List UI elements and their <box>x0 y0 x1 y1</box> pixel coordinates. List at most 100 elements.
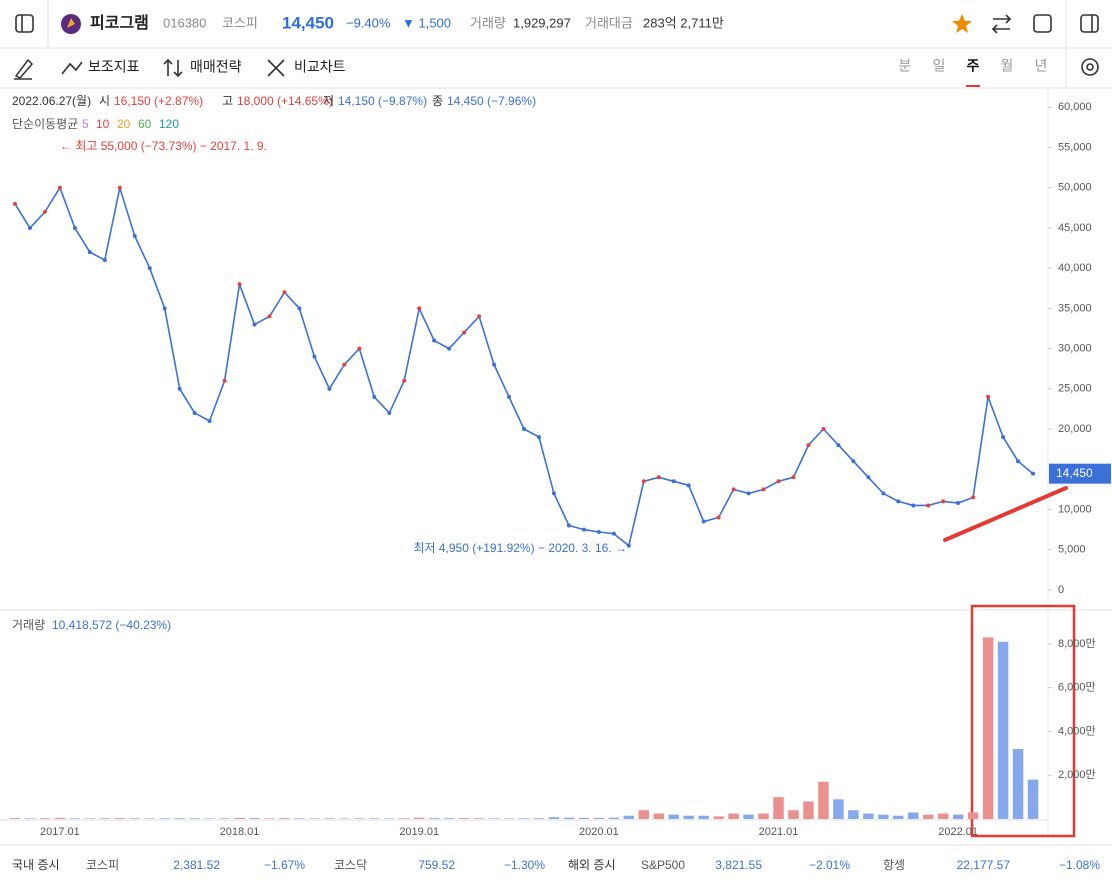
price-point <box>402 378 407 383</box>
price-point <box>522 427 526 432</box>
period-tab[interactable]: 일 <box>933 58 946 74</box>
price-point <box>327 386 332 391</box>
index-change: −1.08% <box>1059 858 1100 872</box>
index-value: 2,381.52 <box>173 858 220 872</box>
price-point <box>1031 471 1036 476</box>
volume-bar <box>893 815 904 819</box>
volume-bar <box>563 817 575 819</box>
tab-underline <box>966 85 980 87</box>
price-point <box>701 519 706 524</box>
price-point <box>746 491 751 496</box>
price-point <box>581 527 586 532</box>
toolbar-item[interactable]: 보조지표 <box>88 59 140 75</box>
edit-icon[interactable] <box>1033 14 1052 33</box>
footer-label: 해외 증시 <box>568 858 616 872</box>
period-tab[interactable]: 주 <box>967 58 980 74</box>
price-point <box>716 515 721 520</box>
volume-bar <box>967 812 979 819</box>
volume-bar <box>309 818 320 819</box>
price-tag-label: 14,450 <box>1056 466 1093 480</box>
index-change: −1.67% <box>264 858 305 872</box>
amount: 283억 2,711만 <box>643 15 724 30</box>
price-point <box>267 314 272 319</box>
price-point <box>57 185 62 190</box>
price-point <box>177 386 182 391</box>
volume-bar <box>294 818 305 819</box>
period-tab[interactable]: 분 <box>899 58 912 74</box>
volume-bar <box>518 818 530 819</box>
volume-bar <box>683 815 694 819</box>
volume-bar <box>398 818 410 819</box>
price-point <box>42 209 47 214</box>
settings-icon <box>1086 63 1094 71</box>
draw-icon[interactable] <box>14 58 34 80</box>
volume-bar <box>219 818 230 819</box>
volume-bar <box>458 818 470 819</box>
price-point <box>731 487 736 492</box>
volume-label: 거래량 <box>470 15 506 30</box>
sidebar-icon[interactable] <box>15 14 34 33</box>
price-point <box>132 233 137 238</box>
highlight-line <box>943 486 1068 542</box>
price-point <box>72 225 77 230</box>
x-tick-label: 2019.01 <box>399 826 439 838</box>
y-tick-label: 2,000만 <box>1058 768 1096 781</box>
price-point <box>791 475 796 480</box>
volume-bar <box>848 810 859 819</box>
price-point <box>656 475 661 480</box>
volume-bar <box>1027 779 1039 819</box>
period-tab[interactable]: 년 <box>1035 58 1048 74</box>
strategy-icon[interactable] <box>163 58 183 78</box>
price-point <box>971 495 976 500</box>
volume-bar <box>533 818 545 819</box>
compare-icon[interactable] <box>267 59 285 77</box>
volume-bar <box>937 813 949 819</box>
x-tick-label: 2018.01 <box>220 826 260 838</box>
volume-bar <box>99 818 111 819</box>
volume-bar <box>339 818 350 819</box>
price-point <box>956 501 961 506</box>
price-point <box>941 499 946 504</box>
price-point <box>851 459 856 464</box>
price-point <box>686 483 691 488</box>
volume-bar <box>608 817 620 819</box>
price-point <box>357 346 362 351</box>
volume-subtitle: 10,418,572 (−40.23%) <box>52 618 171 632</box>
volume-bar <box>713 816 724 819</box>
swap-icon[interactable] <box>991 14 1012 34</box>
price-point <box>641 479 646 484</box>
x-tick-label: 2022.01 <box>938 826 978 838</box>
volume-bar <box>354 818 365 819</box>
y-tick-label: 55,000 <box>1058 141 1092 153</box>
annotation-low: 최저 4,950 (+191.92%) − 2020. 3. 16. → <box>413 541 627 555</box>
ma-period: 10 <box>96 117 110 131</box>
volume-bar <box>39 818 51 819</box>
toolbar-item[interactable]: 비교차트 <box>294 59 346 75</box>
period-tab[interactable]: 월 <box>1001 58 1014 74</box>
panel-icon[interactable] <box>1080 14 1099 33</box>
y-tick-label: 50,000 <box>1058 182 1092 194</box>
favorite-icon[interactable] <box>952 14 972 33</box>
y-tick-label: 60,000 <box>1058 101 1092 113</box>
ma-period: 120 <box>159 117 179 131</box>
toolbar-item[interactable]: 매매전략 <box>190 59 242 75</box>
price-point <box>866 475 871 480</box>
y-tick-label: 40,000 <box>1058 262 1092 274</box>
volume-bar <box>578 817 590 819</box>
volume-bar <box>189 818 200 819</box>
volume-bar <box>114 818 126 819</box>
volume-bar <box>24 818 36 819</box>
price-point <box>507 394 512 399</box>
indicator-icon[interactable] <box>61 61 83 75</box>
volume-bar <box>623 815 635 819</box>
settings-icon[interactable] <box>1081 58 1099 76</box>
volume-bar <box>324 818 335 819</box>
y-tick-label: 8,000만 <box>1058 637 1096 650</box>
info-open-label: 시 <box>99 94 110 108</box>
price-point <box>881 491 886 496</box>
volume-bar <box>428 818 440 819</box>
price-point <box>162 306 167 311</box>
price-point <box>312 354 317 359</box>
volume-bar <box>234 817 245 819</box>
